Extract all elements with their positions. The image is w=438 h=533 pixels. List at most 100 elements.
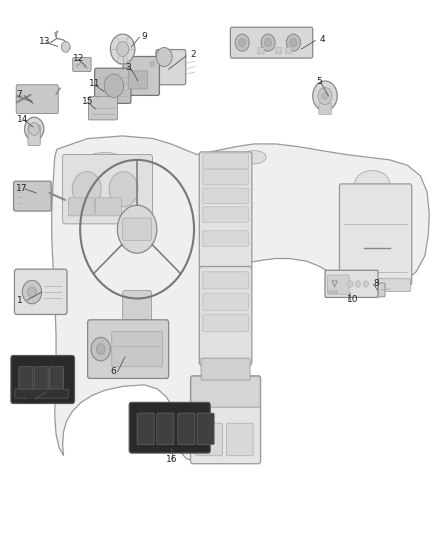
FancyBboxPatch shape [203,231,248,246]
Text: 3: 3 [125,63,131,72]
FancyBboxPatch shape [123,218,152,240]
Circle shape [96,344,105,354]
FancyBboxPatch shape [88,320,169,378]
FancyBboxPatch shape [203,293,248,310]
FancyBboxPatch shape [157,413,174,445]
FancyBboxPatch shape [377,283,385,297]
Circle shape [91,337,110,361]
Circle shape [286,34,300,51]
Circle shape [28,287,36,297]
FancyBboxPatch shape [129,402,210,453]
Ellipse shape [355,171,390,197]
Circle shape [72,172,101,207]
FancyBboxPatch shape [95,68,131,103]
FancyBboxPatch shape [203,272,248,289]
FancyBboxPatch shape [11,356,74,403]
Text: 5: 5 [316,77,322,86]
Circle shape [117,205,157,253]
Circle shape [29,123,39,135]
FancyBboxPatch shape [15,389,68,398]
FancyBboxPatch shape [230,27,313,58]
FancyBboxPatch shape [203,154,248,169]
FancyBboxPatch shape [178,413,195,445]
Text: 15: 15 [81,97,93,106]
FancyBboxPatch shape [49,367,64,390]
FancyBboxPatch shape [137,413,154,445]
FancyBboxPatch shape [63,155,152,224]
FancyBboxPatch shape [191,376,261,464]
Circle shape [355,281,360,287]
FancyBboxPatch shape [203,207,248,222]
Text: 17: 17 [16,184,28,192]
FancyBboxPatch shape [325,270,378,297]
FancyBboxPatch shape [73,58,91,71]
Text: 6: 6 [110,367,116,376]
FancyBboxPatch shape [286,47,292,54]
Circle shape [25,117,44,141]
Circle shape [126,61,131,67]
FancyBboxPatch shape [199,152,252,269]
FancyBboxPatch shape [88,96,117,120]
Text: 10: 10 [347,295,359,304]
Text: 11: 11 [88,79,100,88]
FancyBboxPatch shape [196,423,223,456]
Text: 7: 7 [16,91,22,99]
FancyBboxPatch shape [319,103,332,115]
Circle shape [117,42,129,56]
Ellipse shape [242,150,266,164]
FancyBboxPatch shape [95,198,121,216]
Circle shape [335,290,338,294]
FancyBboxPatch shape [14,269,67,314]
FancyBboxPatch shape [226,423,253,456]
FancyBboxPatch shape [199,266,252,365]
FancyBboxPatch shape [128,71,148,89]
Circle shape [363,281,368,287]
Text: 9: 9 [141,32,147,41]
FancyBboxPatch shape [28,125,40,146]
Circle shape [261,34,275,51]
FancyBboxPatch shape [123,56,159,95]
FancyBboxPatch shape [112,332,162,367]
FancyBboxPatch shape [203,314,248,332]
FancyBboxPatch shape [191,376,260,407]
FancyBboxPatch shape [339,184,412,285]
FancyBboxPatch shape [123,290,152,328]
Circle shape [22,280,42,304]
Circle shape [110,34,135,64]
Text: 16: 16 [166,455,177,464]
FancyBboxPatch shape [203,169,248,185]
FancyBboxPatch shape [276,47,282,54]
FancyBboxPatch shape [341,279,410,292]
Text: 8: 8 [374,279,379,287]
FancyBboxPatch shape [258,47,264,54]
Circle shape [290,38,297,47]
Circle shape [104,74,124,98]
Circle shape [61,42,70,52]
Circle shape [332,290,334,294]
Circle shape [318,87,332,104]
Circle shape [239,38,246,47]
Text: 4: 4 [320,35,325,44]
Circle shape [348,281,353,287]
Circle shape [156,47,172,67]
FancyBboxPatch shape [156,50,186,85]
Circle shape [265,38,272,47]
FancyBboxPatch shape [14,181,51,211]
Circle shape [150,61,155,67]
Text: 14: 14 [17,115,28,124]
Text: 2: 2 [191,51,196,59]
FancyBboxPatch shape [201,358,250,380]
FancyBboxPatch shape [68,198,94,216]
FancyBboxPatch shape [203,188,248,204]
Text: 12: 12 [73,54,85,63]
Circle shape [328,290,331,294]
FancyBboxPatch shape [19,367,33,390]
Text: 13: 13 [39,37,50,46]
FancyBboxPatch shape [16,85,58,114]
FancyBboxPatch shape [197,413,214,445]
FancyBboxPatch shape [34,367,48,390]
Text: 16: 16 [26,397,38,405]
Ellipse shape [84,152,126,173]
Circle shape [313,81,337,111]
Text: 1: 1 [17,296,22,305]
